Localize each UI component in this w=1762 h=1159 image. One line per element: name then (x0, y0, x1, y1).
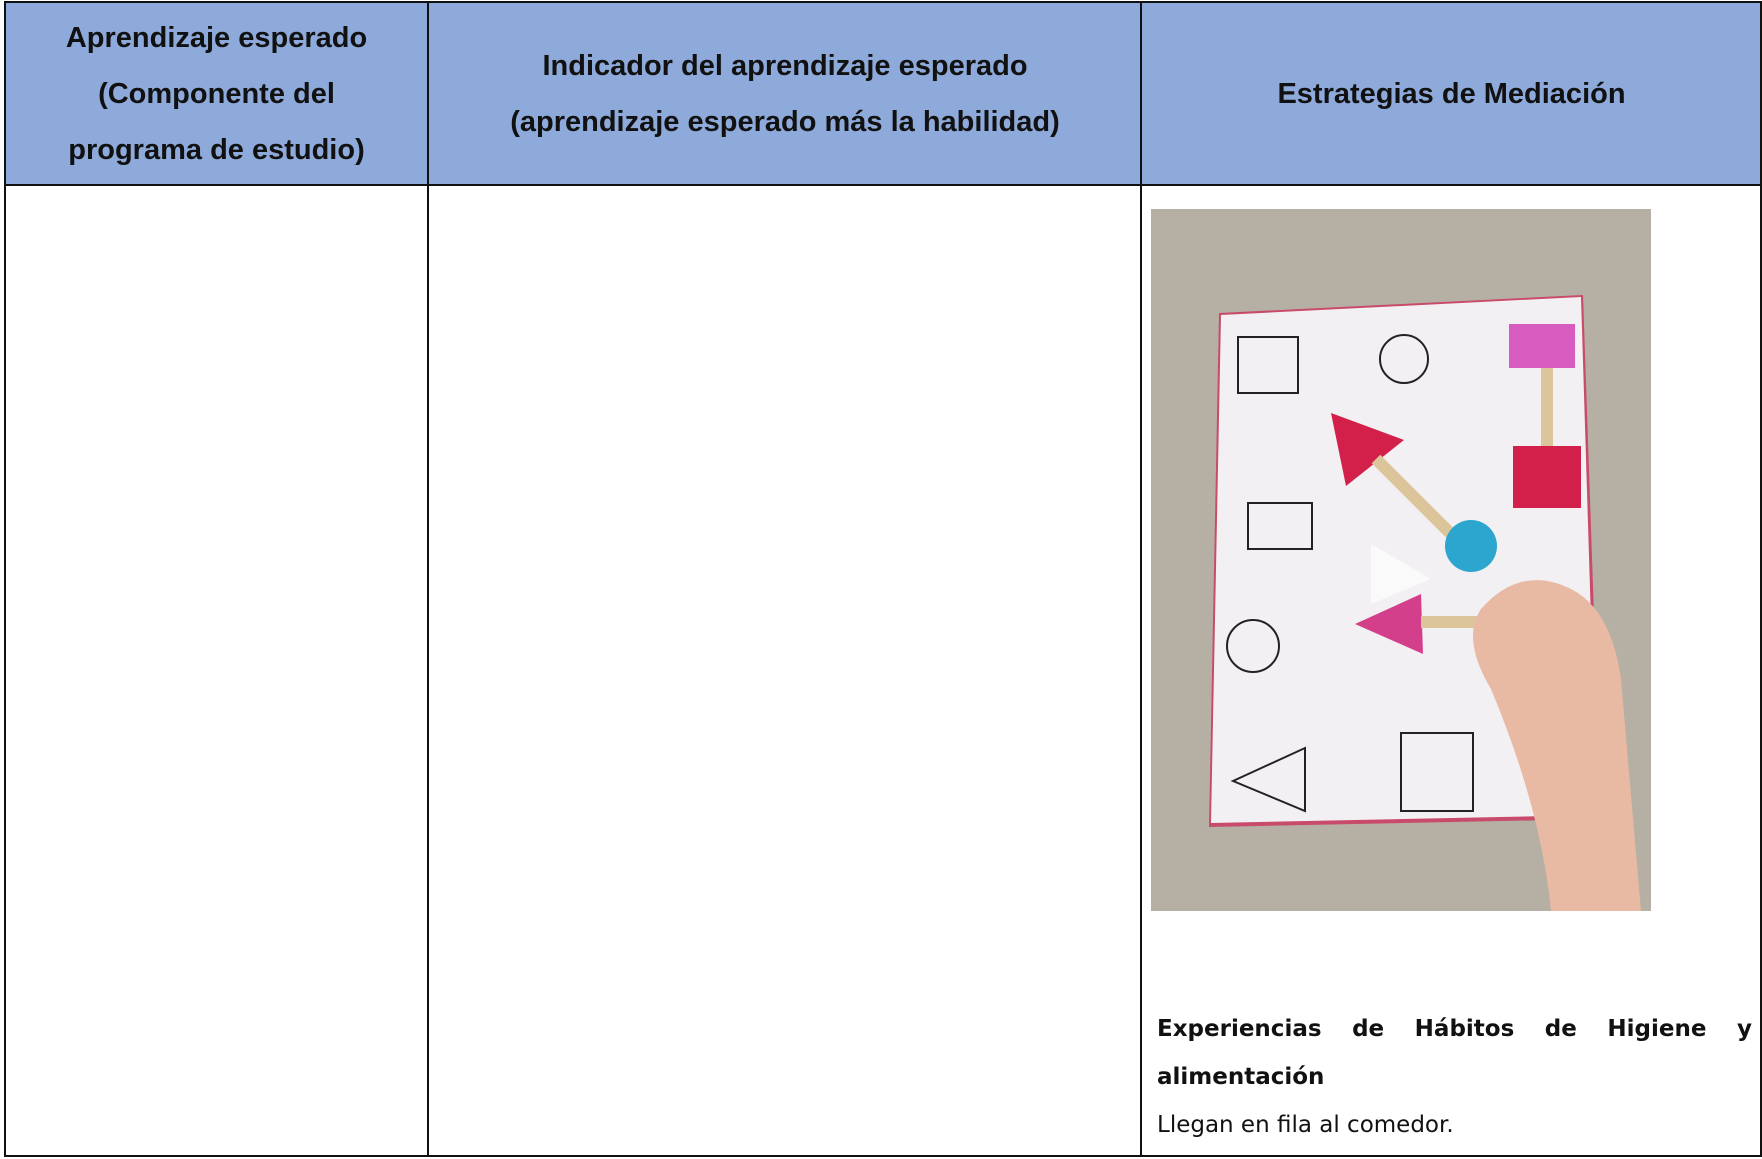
header-line: programa de estudio) (68, 134, 365, 166)
strategy-text: Llegan en fila al comedor. (1157, 1112, 1454, 1138)
activity-photo (1151, 209, 1651, 911)
table-border (427, 1, 429, 1157)
header-cell: Indicador del aprendizaje esperado (apren… (429, 3, 1141, 185)
header-line: Estrategias de Mediación (1277, 78, 1626, 110)
table-border (4, 1, 1762, 3)
header-line: (Componente del (98, 78, 335, 110)
header-cell: Estrategias de Mediación (1142, 3, 1761, 185)
table-border (1760, 1, 1762, 1157)
header-line: Indicador del aprendizaje esperado (542, 50, 1028, 82)
table-border (4, 184, 1762, 186)
header-line: (aprendizaje esperado más la habilidad) (510, 106, 1060, 138)
header-cell: Aprendizaje esperado (Componente del progr… (5, 3, 428, 185)
table-border (4, 1155, 1762, 1157)
table-border (1140, 1, 1142, 1157)
header-line: Aprendizaje esperado (65, 22, 368, 54)
table-border (4, 1, 6, 1157)
strategy-heading: Experiencias de Hábitos de Higiene y ali… (1157, 1016, 1752, 1090)
